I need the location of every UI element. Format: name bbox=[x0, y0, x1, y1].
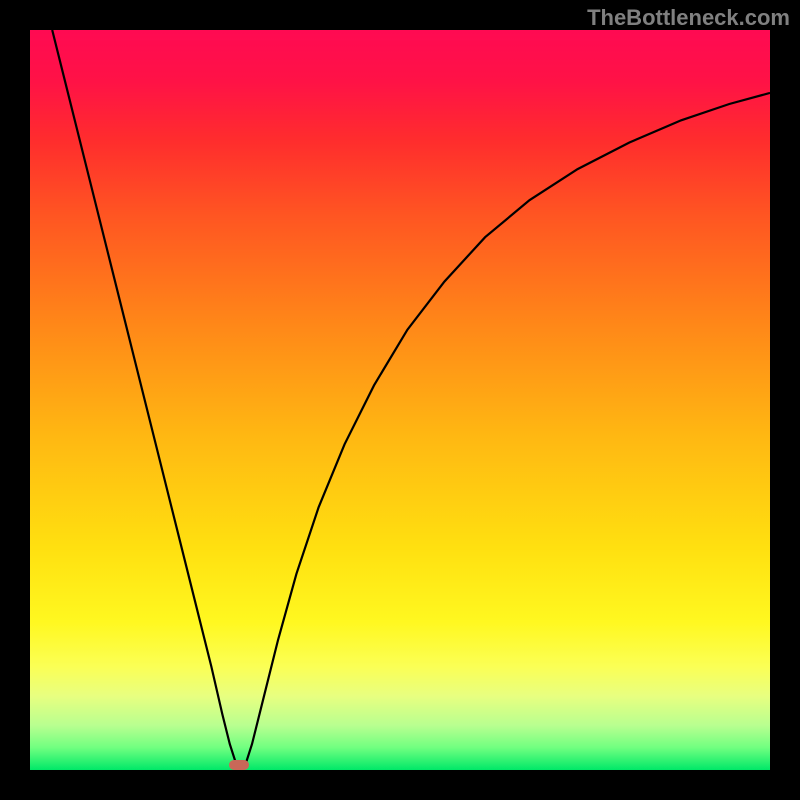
bottleneck-curve bbox=[30, 30, 770, 770]
watermark-text: TheBottleneck.com bbox=[587, 5, 790, 31]
plot-area bbox=[30, 30, 770, 770]
minimum-marker bbox=[229, 760, 249, 770]
